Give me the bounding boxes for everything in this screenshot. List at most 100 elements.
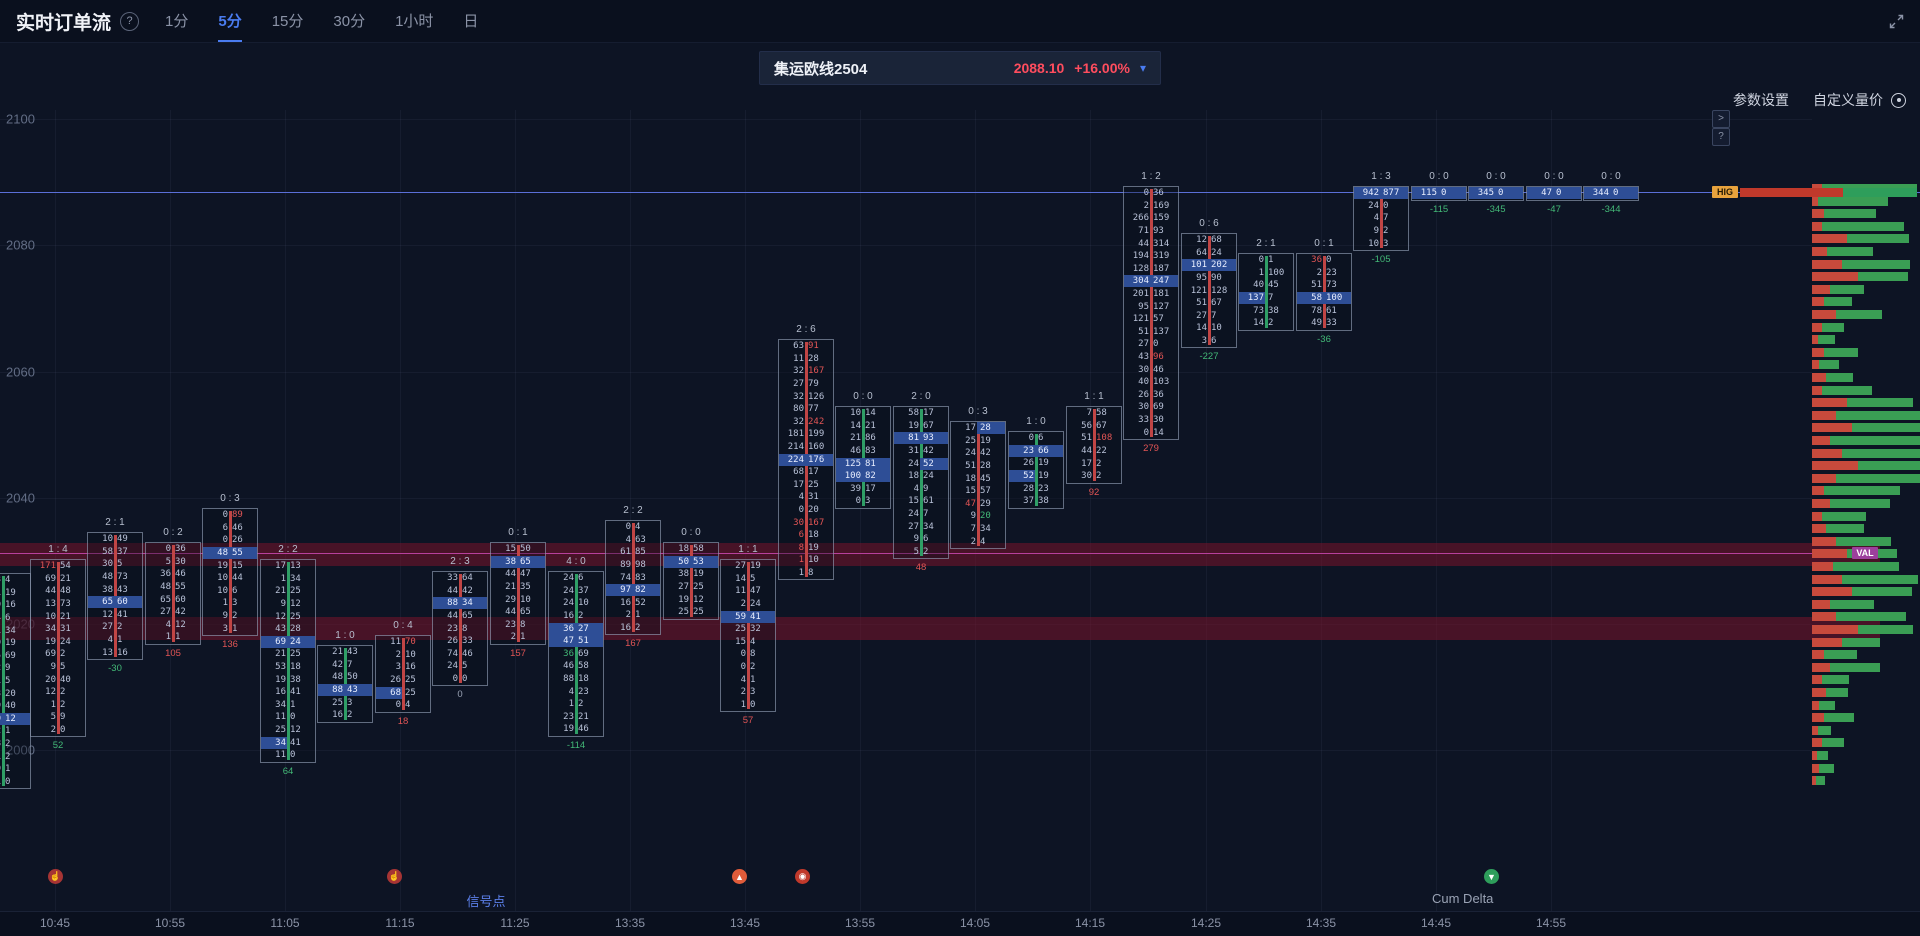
- tab-15分[interactable]: 15分: [271, 12, 304, 30]
- target-circle-icon[interactable]: [1891, 92, 1906, 108]
- ask-cell: 108: [1096, 433, 1113, 444]
- footprint-candle[interactable]: 1 : 1 27 19 14 5 11 47 2 24 59 41 25 32 15 4 0 8 0 2 4 1 2 3 1 0…: [720, 544, 776, 726]
- footprint-candle[interactable]: 1 : 3 942 877 24 0 4 7 9 2 10 3 -105: [1353, 171, 1409, 265]
- footprint-candle[interactable]: 2 : 6 63 91 11 28 32 167 27 79 32 126 80 77 32 242 181 1…: [778, 324, 834, 581]
- ask-cell: 4: [5, 575, 11, 586]
- profile-buy-segment: [1826, 688, 1848, 697]
- bid-cell: 3: [0, 688, 2, 700]
- bid-cell: 58: [1297, 292, 1323, 305]
- profile-sell-segment: [1812, 599, 1830, 609]
- profile-buy-segment: [1836, 410, 1920, 420]
- footprint-candle[interactable]: 1 : 4 171 54 69 21 44 48 13 73 10 21 34 31 19 24 69 2 9 5 2…: [30, 544, 86, 751]
- ask-cell: 247: [1150, 275, 1178, 288]
- footprint-candle[interactable]: 0 : 0 344 0 -344: [1583, 171, 1639, 215]
- candle-row: 11 0: [261, 711, 315, 724]
- footprint-candle[interactable]: 1 : 0 21 43 42 7 48 50 88 43 25 3 16 2: [317, 630, 373, 723]
- candle-row: 80 77: [779, 403, 833, 416]
- footprint-candle[interactable]: 0 : 3 0 89 6 46 0 26 48 55 19 15 10 44 10 6 1 3 9 2 3 1 136: [202, 493, 258, 650]
- instrument-selector[interactable]: 集运欧线2504 2088.10 +16.00% ▾: [759, 51, 1161, 85]
- page-title: 实时订单流: [16, 12, 112, 34]
- param-settings-link[interactable]: 参数设置: [1733, 92, 1789, 108]
- candle-wick: [401, 638, 405, 710]
- bid-cell: 33: [1138, 414, 1149, 425]
- footprint-candle[interactable]: 0 : 0 10 14 14 21 21 86 46 83 125 81 100 82 39 17 0 3: [835, 391, 891, 509]
- bid-cell: 3: [395, 662, 401, 673]
- candle-row: 20 40: [31, 673, 85, 686]
- profile-buy-segment: [1819, 700, 1835, 710]
- footprint-candle[interactable]: 0 : 2 0 36 5 30 36 46 48 55 65 60 27 42 4 12 1 1 105: [145, 527, 201, 659]
- tab-日[interactable]: 日: [463, 12, 479, 30]
- footprint-candle[interactable]: 0 : 1 36 0 2 23 51 73 58 100 78 61 49 33 -36: [1296, 238, 1352, 345]
- footprint-candle[interactable]: 2 : 0 58 17 19 67 81 93 31 42 24 52 18 24 4 9 15 61 24 7 27…: [893, 391, 949, 573]
- chart-help-button[interactable]: ?: [1712, 128, 1730, 146]
- footprint-candle[interactable]: 2 : 1 0 1 1 100 40 45 137 7 73 38 14 2: [1238, 238, 1294, 331]
- footprint-candle[interactable]: 0 : 0 345 0 -345: [1468, 171, 1524, 215]
- ask-cell: 21: [60, 611, 71, 622]
- bid-cell: 0: [1143, 427, 1149, 438]
- volume-profile-row: [1812, 259, 1910, 269]
- ask-cell: 21: [60, 573, 71, 584]
- footprint-candle[interactable]: 0 : 0 18 58 50 53 38 19 27 25 19 12 25 25: [663, 527, 719, 620]
- candle-delta: -344: [1601, 203, 1621, 215]
- topbar: 实时订单流 ? 1分 5分 15分 30分 1小时 日: [0, 0, 1920, 43]
- footprint-candle[interactable]: 2 : 2 17 13 1 34 21 25 9 12 12 25 43 28 69 24 21 25 53 18 1…: [260, 544, 316, 777]
- bid-cell: 1: [740, 699, 746, 710]
- vertical-gridline: [630, 110, 631, 911]
- candle-row: 38 65: [491, 555, 545, 569]
- tab-1小时[interactable]: 1小时: [395, 12, 434, 30]
- ask-cell: 5: [750, 573, 756, 584]
- custom-volume-link[interactable]: 自定义量价: [1813, 92, 1883, 108]
- footprint-candle[interactable]: 1 : 1 7 58 56 67 51 108 44 22 17 2 30 2 92: [1066, 391, 1122, 498]
- footprint-candle[interactable]: 0 : 0 47 0 -47: [1526, 171, 1582, 215]
- signal-marker[interactable]: ◉: [795, 869, 810, 884]
- help-icon[interactable]: ?: [120, 11, 140, 31]
- ask-cell: 36: [175, 544, 186, 555]
- ask-cell: 319: [1153, 251, 1170, 262]
- signal-marker[interactable]: ▲: [732, 869, 747, 884]
- signal-marker[interactable]: ☝: [387, 869, 402, 884]
- candle-header: 0 : 0: [853, 391, 873, 402]
- bid-cell: 9: [913, 534, 919, 545]
- ask-cell: 6: [232, 585, 238, 596]
- candle-row: 69 24: [261, 635, 315, 649]
- footprint-candle[interactable]: 4 : 0 24 6 24 37 24 10 16 2 36 27 47 51 36 69 46 58 88 18 4…: [548, 556, 604, 751]
- footprint-candle[interactable]: 0 : 6 12 68 64 24 101 202 95 90 121 128 51 67 27 7 14 10…: [1181, 218, 1237, 362]
- footprint-candle[interactable]: 0 : 0 115 0 -115: [1411, 171, 1467, 215]
- candle-row: 1019: [0, 637, 30, 650]
- bid-cell: 4: [740, 674, 746, 685]
- scroll-right-button[interactable]: >: [1712, 110, 1730, 128]
- ask-cell: 19: [1038, 458, 1049, 469]
- footprint-candle[interactable]: 0 : 1 15 50 38 65 44 47 21 35 29 10 44 65 23 8 2 1 157: [490, 527, 546, 659]
- collapse-icon[interactable]: [1889, 14, 1904, 29]
- footprint-candle[interactable]: 2 : 3 33 64 44 42 88 34 44 65 23 8 26 33 74 46 24 5 0 0 0: [432, 556, 488, 700]
- ask-cell: 23: [1326, 267, 1337, 278]
- tab-30分[interactable]: 30分: [333, 12, 366, 30]
- ask-cell: 6: [1211, 336, 1217, 347]
- bid-cell: 1: [0, 625, 2, 637]
- tab-1分[interactable]: 1分: [165, 12, 189, 30]
- footprint-candle[interactable]: 0 : 3 17 28 25 19 24 42 51 28 18 45 15 57 47 29 9 20 7 34 2…: [950, 406, 1006, 549]
- ask-cell: 127: [1153, 301, 1170, 312]
- bid-cell: 65: [88, 596, 114, 609]
- volume-profile-row: [1812, 599, 1874, 609]
- footprint-candle[interactable]: 1 : 2 0 36 2 169 266 159 71 93 44 314 194 319 128 187 3…: [1123, 171, 1179, 454]
- signal-marker[interactable]: ▼: [1484, 869, 1499, 884]
- signal-marker[interactable]: ☝: [48, 869, 63, 884]
- ask-cell: 4: [635, 522, 641, 533]
- tab-5分[interactable]: 5分: [218, 0, 242, 42]
- footprint-candle[interactable]: 1 : 0 0 6 23 66 26 19 52 19 28 23 37 38: [1008, 416, 1064, 509]
- footprint-candle[interactable]: 0 : 4 11 70 2 10 3 16 26 25 68 25 0 4 18: [375, 620, 431, 727]
- time-axis-label: 14:55: [1535, 916, 1567, 930]
- footprint-candle[interactable]: 3411901614613410195692915320940401221821…: [0, 573, 31, 790]
- signal-points-label[interactable]: 信号点: [466, 894, 506, 909]
- footprint-candle[interactable]: 2 : 1 10 49 58 37 30 5 48 73 38 43 65 60 12 41 27 2 4 1 13 1…: [87, 517, 143, 674]
- bid-cell: 30: [1138, 364, 1149, 375]
- footprint-candle[interactable]: 2 : 2 0 4 4 63 61 85 89 98 74 83 97 82 16 52 2 1 16 2 167: [605, 505, 661, 649]
- candle-row: 15 4: [721, 636, 775, 649]
- volume-profile-row: [1812, 247, 1873, 256]
